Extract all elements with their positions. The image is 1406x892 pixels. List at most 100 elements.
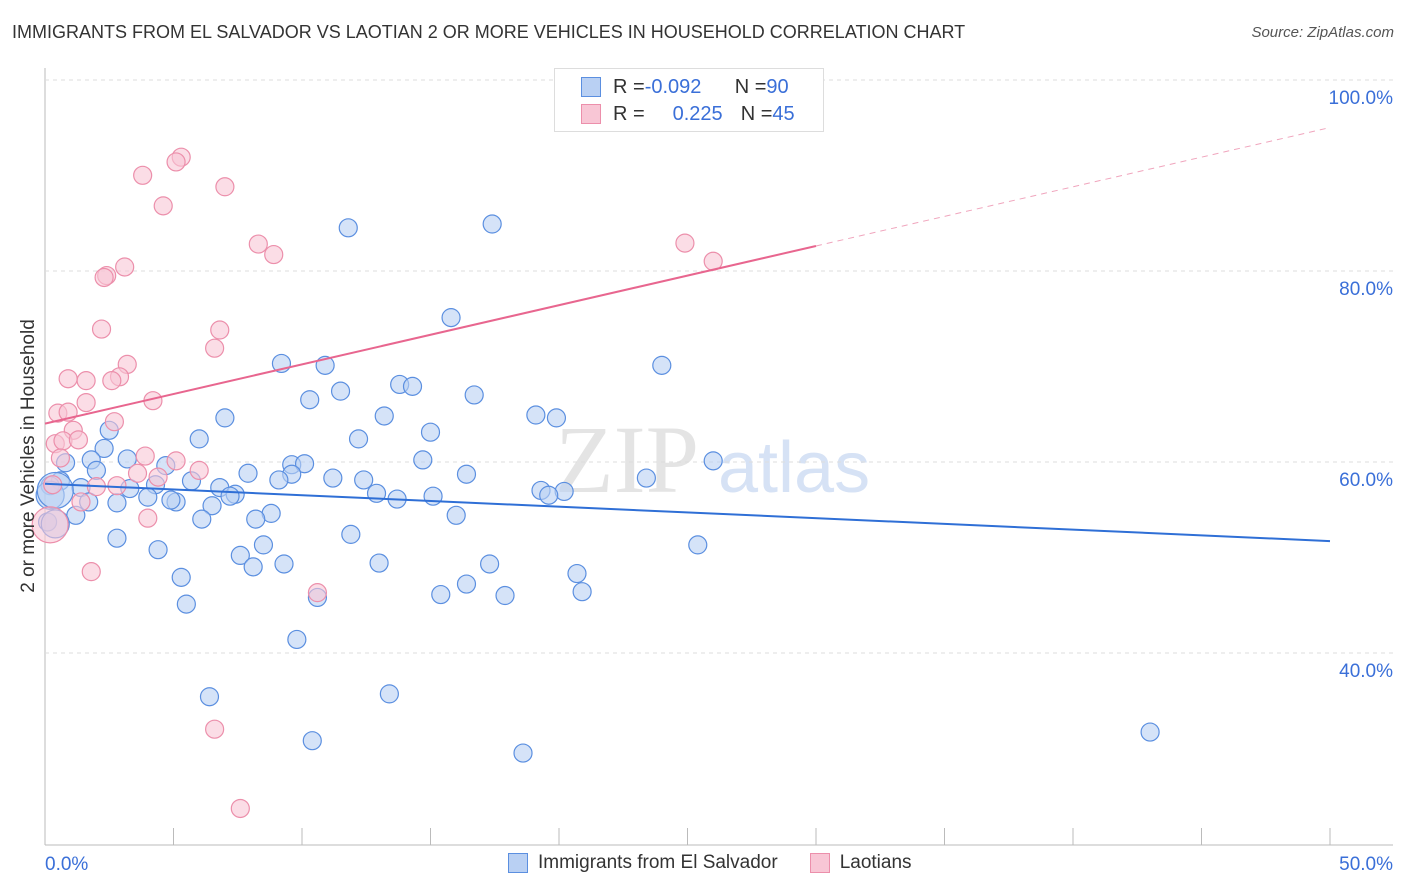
el-salvador-point <box>300 390 320 410</box>
el-salvador-point <box>192 509 212 529</box>
el-salvador-point <box>431 584 451 605</box>
el-salvador-point <box>495 585 515 606</box>
el-salvador-point <box>546 408 567 428</box>
laotians-point <box>264 244 284 265</box>
el-salvador-point <box>269 470 289 490</box>
laotians-point <box>148 467 168 487</box>
laotians-trend-extension <box>815 127 1331 247</box>
el-salvador-point <box>294 454 315 474</box>
y-tick-label: 40.0% <box>1339 661 1393 682</box>
el-salvador-point <box>652 355 672 375</box>
laotians-point <box>76 371 96 391</box>
el-salvador-point <box>441 308 461 328</box>
el-salvador-point <box>189 429 209 449</box>
el-salvador-point <box>238 463 258 483</box>
laotians-point <box>31 506 69 544</box>
el-salvador-point <box>423 486 443 506</box>
el-salvador-point <box>171 567 191 587</box>
el-salvador-point <box>94 438 114 459</box>
el-salvador-point <box>354 470 374 490</box>
el-salvador-point <box>513 743 533 763</box>
watermark-atlas: atlas <box>718 428 870 508</box>
el-salvador-point <box>480 554 500 574</box>
n-value: 90 <box>766 75 789 98</box>
el-salvador-point <box>688 535 708 555</box>
el-salvador-trend-line <box>44 482 1331 543</box>
el-salvador-point <box>482 214 502 234</box>
legend-swatch-el-salvador <box>508 853 528 873</box>
laotians-point <box>166 451 186 471</box>
y-tick-label: 80.0% <box>1339 279 1393 300</box>
el-salvador-point <box>243 557 263 577</box>
laotians-point <box>81 562 101 582</box>
pink-swatch <box>581 104 601 124</box>
el-salvador-point <box>402 376 423 396</box>
el-salvador-point <box>287 629 307 650</box>
el-salvador-point <box>379 684 399 704</box>
laotians-point <box>104 412 124 432</box>
y-tick-label: 100.0% <box>1329 88 1394 109</box>
laotians-point <box>248 234 268 254</box>
el-salvador-point <box>230 545 250 566</box>
el-salvador-point <box>302 731 322 751</box>
laotians-point <box>205 719 225 739</box>
el-salvador-point <box>176 594 196 614</box>
el-salvador-point <box>446 505 466 525</box>
el-salvador-point <box>199 687 220 707</box>
stats-row-laotians: R = 0.225 N = 45 <box>581 101 795 127</box>
chart-title: IMMIGRANTS FROM EL SALVADOR VS LAOTIAN 2… <box>12 22 966 42</box>
el-salvador-point <box>526 405 546 425</box>
n-label: N = <box>740 102 773 125</box>
el-salvador-point <box>456 574 477 594</box>
n-label: N = <box>734 75 767 98</box>
laotians-point <box>94 267 114 288</box>
el-salvador-point <box>567 563 587 584</box>
laotians-point <box>230 798 250 819</box>
laotians-point <box>166 152 186 172</box>
x-tick-label: 50.0% <box>1339 854 1393 875</box>
y-axis-label: 2 or more Vehicles in Household <box>18 319 39 593</box>
r-label: R = <box>613 102 645 125</box>
laotians-point <box>68 430 89 450</box>
el-salvador-point <box>572 582 592 602</box>
r-label: R = <box>613 75 645 98</box>
laotians-point <box>133 165 153 185</box>
el-salvador-point <box>86 460 107 481</box>
el-salvador-point <box>215 408 235 428</box>
laotians-point <box>210 320 230 340</box>
r-value: 0.225 <box>672 102 723 125</box>
source-label: Source: ZipAtlas.com <box>1251 24 1394 41</box>
laotians-point <box>215 177 235 197</box>
laotians-point <box>138 508 158 528</box>
stats-row-el-salvador: R = -0.092 N = 90 <box>581 74 789 100</box>
laotians-point <box>153 196 173 216</box>
legend-label-laotians: Laotians <box>839 852 912 873</box>
el-salvador-point <box>220 486 240 506</box>
el-salvador-point <box>274 554 294 574</box>
laotians-point <box>675 233 695 253</box>
laotians-point <box>58 369 78 389</box>
el-salvador-point <box>107 493 127 513</box>
laotians-point <box>50 448 71 468</box>
laotians-point <box>71 492 91 512</box>
laotians-point <box>205 338 225 358</box>
laotians-point <box>189 460 209 481</box>
laotians-point <box>91 319 112 339</box>
el-salvador-point <box>348 429 369 449</box>
el-salvador-point <box>107 528 127 548</box>
el-salvador-point <box>374 406 394 426</box>
el-salvador-point <box>413 450 433 470</box>
el-salvador-point <box>330 381 351 401</box>
n-value: 45 <box>772 102 795 125</box>
el-salvador-point <box>636 468 656 488</box>
legend-swatch-laotians <box>809 853 830 873</box>
laotians-point <box>102 371 122 391</box>
el-salvador-point <box>1140 722 1160 742</box>
laotians-point <box>307 583 328 603</box>
el-salvador-point <box>369 553 389 573</box>
el-salvador-point <box>341 524 361 544</box>
el-salvador-point <box>253 535 274 555</box>
laotians-point <box>107 476 127 496</box>
laotians-trend-line <box>44 245 817 425</box>
